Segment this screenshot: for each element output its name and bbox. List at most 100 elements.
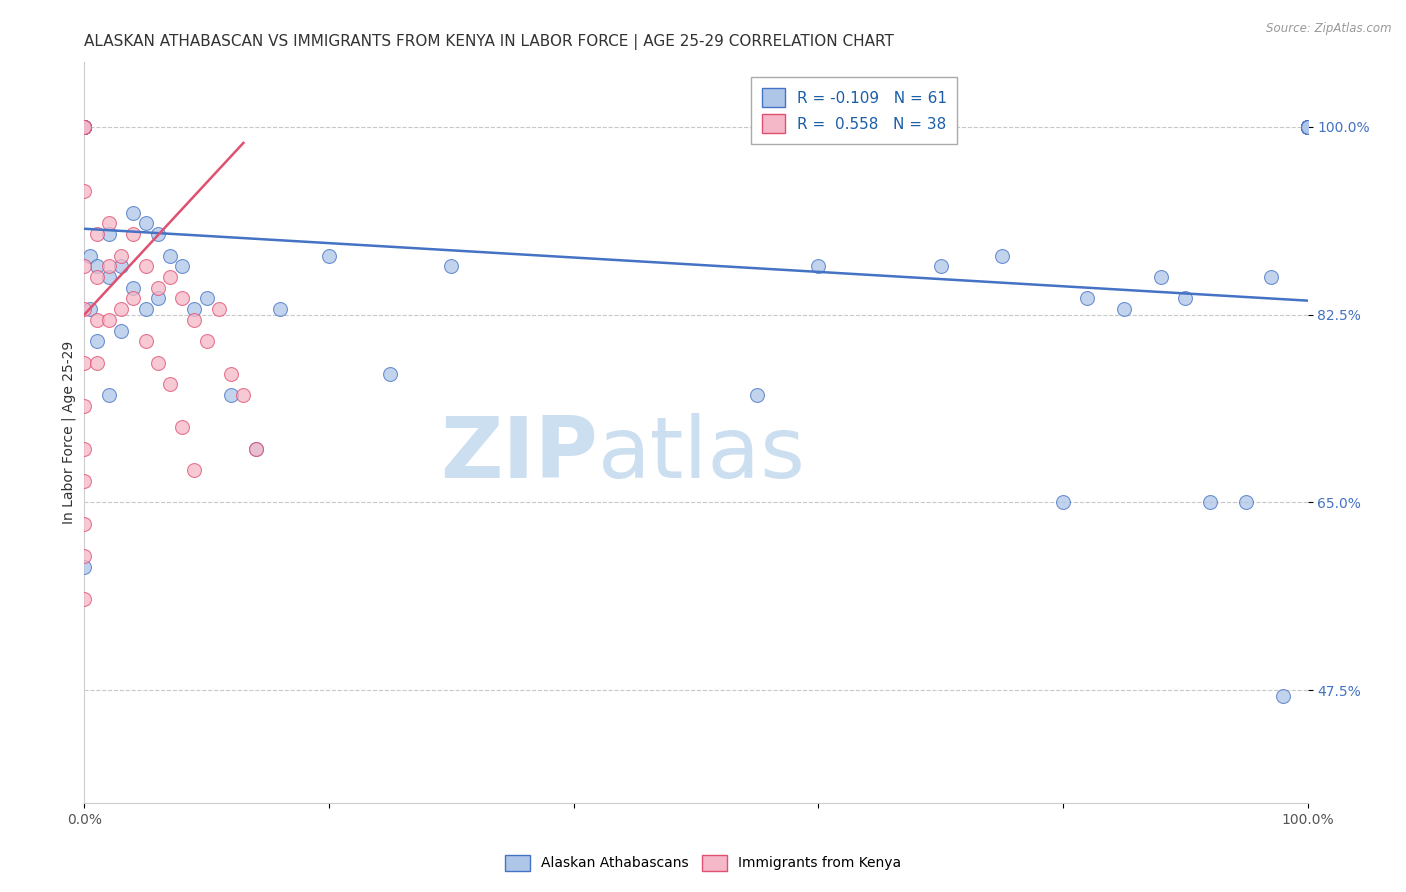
Point: [122, 205, 145, 219]
Point: [86, 270, 108, 285]
Point: [86, 313, 108, 327]
Point: [1296, 120, 1319, 134]
Point: [929, 260, 952, 274]
Point: [73, 120, 96, 134]
Point: [73, 356, 96, 370]
Point: [110, 324, 132, 338]
Point: [73, 184, 96, 198]
Point: [183, 302, 205, 317]
Point: [318, 249, 340, 263]
Point: [1272, 689, 1295, 703]
Legend: R = -0.109   N = 61, R =  0.558   N = 38: R = -0.109 N = 61, R = 0.558 N = 38: [751, 78, 957, 144]
Point: [1296, 120, 1319, 134]
Point: [73, 120, 96, 134]
Text: atlas: atlas: [598, 413, 806, 496]
Point: [73, 260, 96, 274]
Point: [135, 216, 157, 230]
Point: [122, 292, 145, 306]
Point: [1296, 120, 1319, 134]
Point: [1296, 120, 1319, 134]
Point: [97, 216, 120, 230]
Point: [146, 356, 169, 370]
Point: [172, 420, 194, 434]
Point: [208, 302, 231, 317]
Point: [79, 249, 101, 263]
Point: [1296, 120, 1319, 134]
Point: [1296, 120, 1319, 134]
Point: [1296, 120, 1319, 134]
Point: [1296, 120, 1319, 134]
Point: [73, 549, 96, 563]
Point: [73, 120, 96, 134]
Point: [159, 270, 181, 285]
Point: [86, 356, 108, 370]
Point: [747, 388, 769, 402]
Point: [159, 249, 181, 263]
Point: [97, 227, 120, 241]
Point: [991, 249, 1014, 263]
Point: [97, 270, 120, 285]
Point: [219, 367, 242, 381]
Point: [172, 260, 194, 274]
Legend: Alaskan Athabascans, Immigrants from Kenya: Alaskan Athabascans, Immigrants from Ken…: [499, 849, 907, 876]
Point: [1296, 120, 1319, 134]
Point: [380, 367, 402, 381]
Point: [1296, 120, 1319, 134]
Point: [110, 260, 132, 274]
Point: [135, 302, 157, 317]
Point: [1236, 495, 1258, 509]
Point: [1296, 120, 1319, 134]
Point: [86, 260, 108, 274]
Point: [1150, 270, 1173, 285]
Point: [1114, 302, 1136, 317]
Point: [122, 227, 145, 241]
Point: [1052, 495, 1074, 509]
Point: [86, 334, 108, 349]
Point: [73, 474, 96, 488]
Point: [73, 516, 96, 531]
Point: [73, 399, 96, 413]
Point: [172, 292, 194, 306]
Text: ALASKAN ATHABASCAN VS IMMIGRANTS FROM KENYA IN LABOR FORCE | AGE 25-29 CORRELATI: ALASKAN ATHABASCAN VS IMMIGRANTS FROM KE…: [84, 34, 894, 50]
Point: [195, 334, 218, 349]
Point: [146, 292, 169, 306]
Point: [1174, 292, 1197, 306]
Point: [1198, 495, 1220, 509]
Text: ZIP: ZIP: [440, 413, 598, 496]
Point: [86, 227, 108, 241]
Point: [110, 302, 132, 317]
Point: [440, 260, 463, 274]
Point: [122, 281, 145, 295]
Point: [73, 442, 96, 456]
Point: [73, 302, 96, 317]
Point: [245, 442, 267, 456]
Point: [73, 120, 96, 134]
Point: [269, 302, 291, 317]
Point: [73, 591, 96, 606]
Point: [1296, 120, 1319, 134]
Y-axis label: In Labor Force | Age 25-29: In Labor Force | Age 25-29: [62, 341, 76, 524]
Point: [97, 388, 120, 402]
Point: [73, 120, 96, 134]
Point: [232, 388, 254, 402]
Point: [1260, 270, 1282, 285]
Point: [159, 377, 181, 392]
Point: [183, 463, 205, 477]
Point: [73, 120, 96, 134]
Point: [97, 313, 120, 327]
Point: [1076, 292, 1098, 306]
Point: [73, 559, 96, 574]
Point: [183, 313, 205, 327]
Point: [73, 120, 96, 134]
Point: [79, 302, 101, 317]
Point: [135, 334, 157, 349]
Point: [1296, 120, 1319, 134]
Point: [97, 260, 120, 274]
Point: [195, 292, 218, 306]
Point: [245, 442, 267, 456]
Point: [219, 388, 242, 402]
Point: [73, 120, 96, 134]
Point: [73, 120, 96, 134]
Point: [1296, 120, 1319, 134]
Point: [1296, 120, 1319, 134]
